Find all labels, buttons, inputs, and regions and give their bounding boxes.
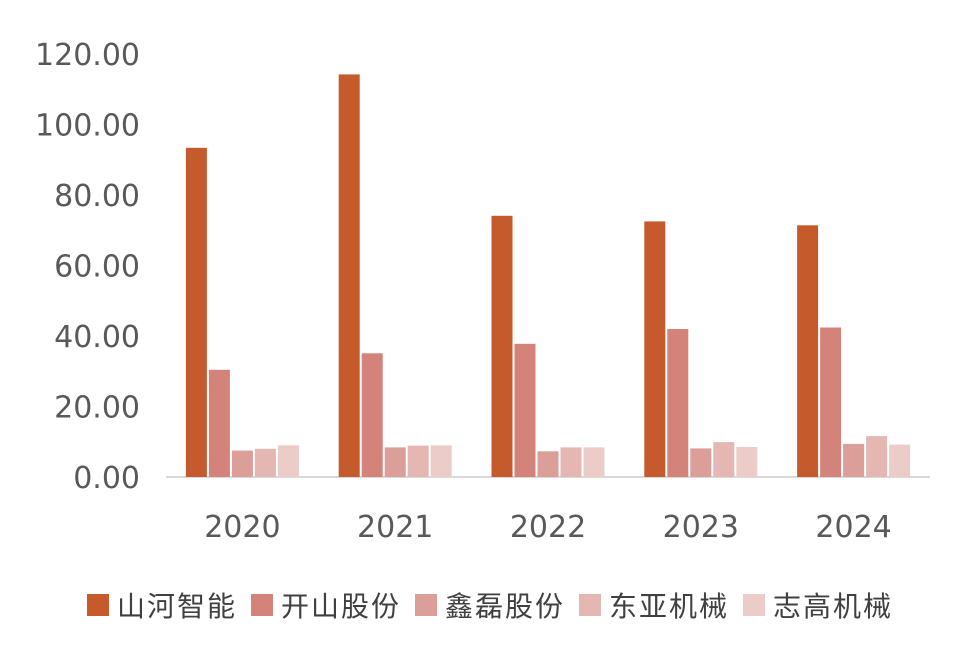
x-tick-label: 2021 (357, 510, 433, 545)
legend: 山河智能 开山股份 鑫磊股份 东亚机械 志高机械 (0, 580, 980, 630)
bar-2020-series-4 (277, 445, 299, 477)
bar-2021-series-1 (361, 353, 383, 477)
legend-label: 志高机械 (773, 590, 894, 623)
legend-item: 开山股份 (250, 585, 401, 625)
bar-2021-series-4 (430, 445, 452, 477)
x-axis-ticks: 2020 2021 2022 2023 2024 (204, 510, 892, 545)
bar-2021-series-3 (407, 445, 429, 477)
bar-chart: 0.00 20.00 40.00 60.00 80.00 100.00 120.00 202… (35, 38, 930, 545)
bar-2024-series-4 (889, 444, 911, 477)
y-tick-label: 0.00 (73, 461, 140, 496)
bar-2023-series-4 (736, 447, 758, 477)
bar-2023-series-3 (713, 442, 735, 477)
bars (185, 74, 911, 478)
legend-label: 开山股份 (280, 590, 401, 623)
bar-2020-series-3 (254, 448, 276, 477)
legend-swatch (250, 594, 273, 616)
bar-2024-series-0 (797, 225, 819, 477)
y-tick-label: 80.00 (54, 179, 140, 214)
legend-swatch (579, 594, 601, 616)
y-tick-label: 40.00 (54, 320, 140, 355)
bar-2023-series-1 (667, 329, 689, 477)
bar-2024-series-1 (820, 327, 842, 477)
legend-label: 山河智能 (116, 590, 237, 623)
legend-swatch (743, 594, 766, 616)
legend-item: 志高机械 (743, 585, 893, 625)
bar-2024-series-2 (843, 443, 865, 477)
bar-2020-series-1 (208, 369, 230, 477)
bar-2022-series-2 (537, 451, 559, 477)
legend-item: 东亚机械 (579, 585, 729, 625)
bar-2022-series-1 (514, 343, 536, 477)
x-tick-label: 2024 (815, 510, 891, 545)
legend-label: 鑫磊股份 (444, 590, 565, 623)
bar-2023-series-0 (644, 221, 666, 477)
y-tick-label: 60.00 (54, 250, 140, 285)
x-tick-label: 2020 (204, 510, 280, 545)
bar-2021-series-2 (384, 447, 406, 477)
bar-2021-series-0 (338, 74, 360, 478)
legend-swatch (414, 594, 437, 616)
legend-label: 东亚机械 (609, 590, 730, 623)
bar-2024-series-3 (866, 436, 888, 477)
bar-2020-series-0 (185, 147, 207, 478)
y-tick-label: 100.00 (35, 109, 140, 144)
bar-2023-series-2 (690, 448, 712, 477)
legend-item: 鑫磊股份 (414, 585, 565, 625)
x-tick-label: 2023 (663, 510, 739, 545)
legend-item: 山河智能 (86, 585, 237, 625)
y-axis-ticks: 0.00 20.00 40.00 60.00 80.00 100.00 120.00 (35, 38, 140, 496)
y-tick-label: 20.00 (54, 391, 140, 426)
bar-2022-series-3 (560, 447, 582, 477)
bar-2022-series-0 (491, 215, 513, 478)
y-tick-label: 120.00 (35, 38, 140, 73)
legend-swatch (86, 594, 109, 616)
x-tick-label: 2022 (510, 510, 586, 545)
bar-2022-series-4 (583, 447, 605, 477)
bar-2020-series-2 (231, 450, 253, 477)
